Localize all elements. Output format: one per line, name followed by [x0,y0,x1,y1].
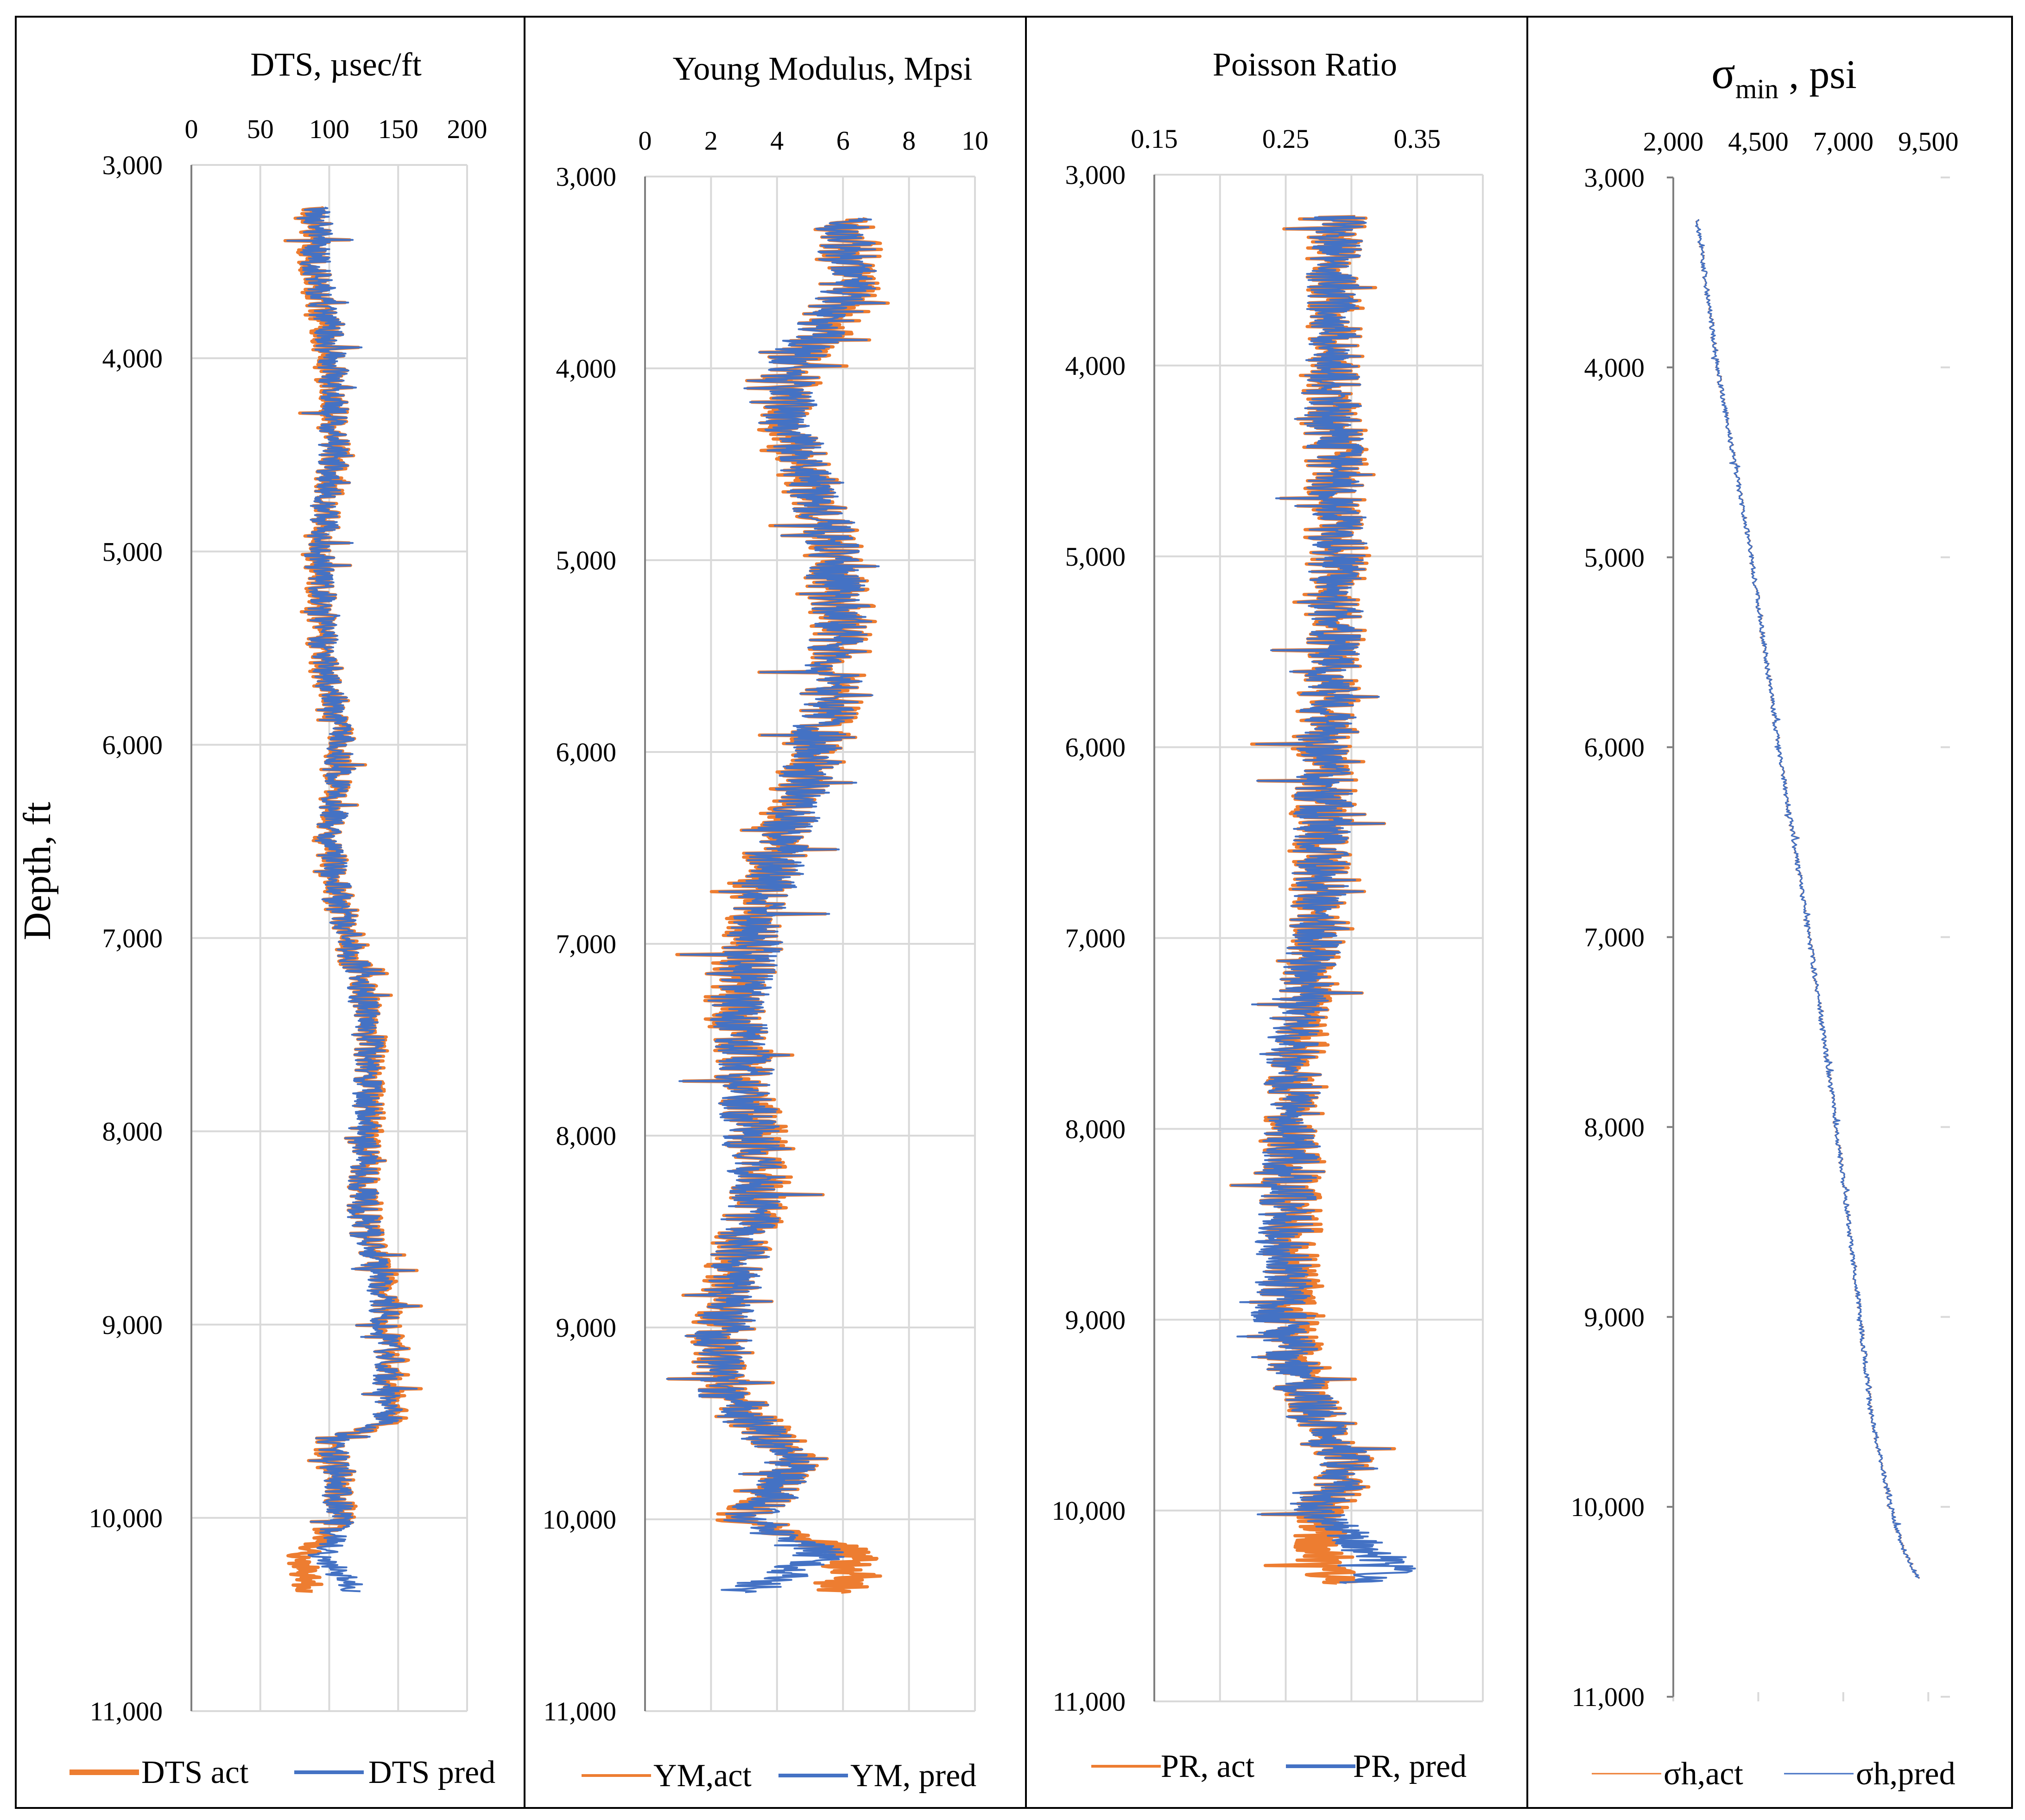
legend-label-sh-pred: σh,pred [1856,1756,1955,1792]
legend-label-ym-pred: YM, pred [850,1758,976,1794]
sigma-xtick-label: 2,000 [1643,126,1704,157]
pr-ytick-label: 9,000 [1065,1305,1126,1335]
ym-xtick-label: 0 [639,126,652,156]
dts-ytick-label: 4,000 [102,343,163,373]
legend-label-sh-act: σh,act [1664,1756,1743,1792]
sigma-series-pred-line [1695,219,1920,1579]
sigma-xtick-label: 9,500 [1898,126,1959,157]
dts-ytick-label: 7,000 [102,923,163,954]
ym-ytick-label: 8,000 [556,1121,617,1151]
dts-xtick-label: 200 [447,114,487,144]
pr-xtick-label: 0.35 [1393,124,1441,154]
ym-xtick-label: 8 [902,126,916,156]
pr-xtick-label: 0.25 [1262,124,1310,154]
ym-xtick-label: 4 [770,126,784,156]
panel-ym-title: Young Modulus, Mpsi [673,50,973,87]
legend-label-dts-pred: DTS pred [368,1755,495,1790]
dts-ytick-label: 11,000 [90,1696,163,1726]
legend-label-pr-act: PR, act [1161,1749,1255,1784]
depth-axis-label: Depth, ft [16,802,59,941]
pr-ytick-label: 4,000 [1065,351,1126,381]
panel-pr-plot: 0.15 0.25 0.35 3,000 4,000 5,000 6,000 7,000 8,0… [1052,124,1484,1717]
panel-pr-title: Poisson Ratio [1213,46,1397,83]
ym-ytick-label: 4,000 [556,354,617,384]
ym-ytick-label: 10,000 [543,1504,617,1535]
panel-pr-legend: PR, act PR, pred [1091,1749,1467,1784]
pr-ytick-label: 8,000 [1065,1114,1126,1144]
ym-ytick-label: 3,000 [556,162,617,192]
panel-poisson-ratio: Poisson Ratio 0.15 0.25 0.35 3,000 4,000 5,00… [1052,46,1484,1784]
panel-dts: DTS, µsec/ft 0 50 100 150 200 3,000 4,000 5,000… [70,46,495,1790]
pr-series-pred-line [1231,215,1416,1584]
pr-ytick-label: 5,000 [1065,542,1126,572]
sigma-ytick-label: 8,000 [1584,1112,1645,1142]
pr-ytick-label: 11,000 [1053,1687,1126,1717]
ym-ytick-label: 6,000 [556,737,617,767]
panel-ym-legend: YM,act YM, pred [582,1758,976,1794]
ym-xtick-label: 10 [962,126,988,156]
sigma-ytick-label: 9,000 [1584,1302,1645,1332]
dts-xtick-label: 100 [309,114,349,144]
panel-young-modulus: Young Modulus, Mpsi 0 2 4 6 8 10 3,000 4,000 5,0… [543,50,989,1794]
ym-ytick-label: 5,000 [556,545,617,575]
legend-label-pr-pred: PR, pred [1353,1749,1467,1784]
panel-sigma-title-main: σ [1711,48,1735,98]
pr-ytick-label: 10,000 [1052,1496,1126,1526]
sigma-ytick-label: 10,000 [1571,1492,1645,1522]
ym-xtick-label: 2 [704,126,718,156]
panel-dts-plot: 0 50 100 150 200 3,000 4,000 5,000 6,000 7,000 8,0… [89,114,487,1726]
dts-xtick-label: 50 [247,114,274,144]
panel-sigma-legend: σh,act σh,pred [1592,1756,1955,1792]
dts-xtick-label: 0 [185,114,198,144]
dts-ytick-label: 10,000 [89,1503,163,1533]
dts-ytick-label: 8,000 [102,1117,163,1147]
panel-dts-legend: DTS act DTS pred [70,1755,495,1790]
dts-ytick-label: 9,000 [102,1310,163,1340]
sigma-xtick-label: 7,000 [1813,126,1874,157]
panel-sigma-title-sub: min [1735,74,1778,104]
pr-xtick-label: 0.15 [1131,124,1178,154]
pr-ytick-label: 3,000 [1065,160,1126,190]
ym-ytick-label: 11,000 [544,1696,616,1726]
sigma-xtick-label: 4,500 [1728,126,1789,157]
panel-border-4 [1526,16,2013,1809]
sigma-ytick-label: 6,000 [1584,733,1645,763]
pr-ytick-label: 7,000 [1065,923,1126,954]
pr-ytick-label: 6,000 [1065,733,1126,763]
panel-ym-plot: 0 2 4 6 8 10 3,000 4,000 5,000 6,000 7,000 8,000 9,0… [543,126,989,1726]
legend-label-ym-act: YM,act [653,1758,752,1794]
legend-label-dts-act: DTS act [141,1755,249,1790]
ym-ytick-label: 7,000 [556,929,617,959]
dts-ytick-label: 3,000 [102,150,163,180]
ym-series-pred-line [666,218,886,1593]
dts-ytick-label: 5,000 [102,537,163,567]
panel-sigma-plot: 2,000 4,500 7,000 9,500 3,000 4,000 5,000 6,000… [1571,126,1959,1712]
ym-ytick-label: 9,000 [556,1313,617,1343]
sigma-ytick-label: 3,000 [1584,163,1645,193]
dts-ytick-label: 6,000 [102,730,163,760]
panel-dts-title: DTS, µsec/ft [250,46,421,83]
panel-sigma-min: σmin , psi 2,000 4,500 7,000 9,500 3,000 4,00… [1571,48,1959,1792]
sigma-ytick-label: 5,000 [1584,543,1645,573]
panel-sigma-title: σmin , psi [1711,48,1857,104]
dts-xtick-label: 150 [378,114,418,144]
ym-xtick-label: 6 [836,126,850,156]
panel-sigma-title-rest: , psi [1778,52,1857,97]
sigma-ytick-label: 7,000 [1584,923,1645,953]
sigma-ytick-label: 11,000 [1572,1682,1645,1712]
sigma-ytick-label: 4,000 [1584,353,1645,383]
dts-series-pred-line [286,206,420,1592]
